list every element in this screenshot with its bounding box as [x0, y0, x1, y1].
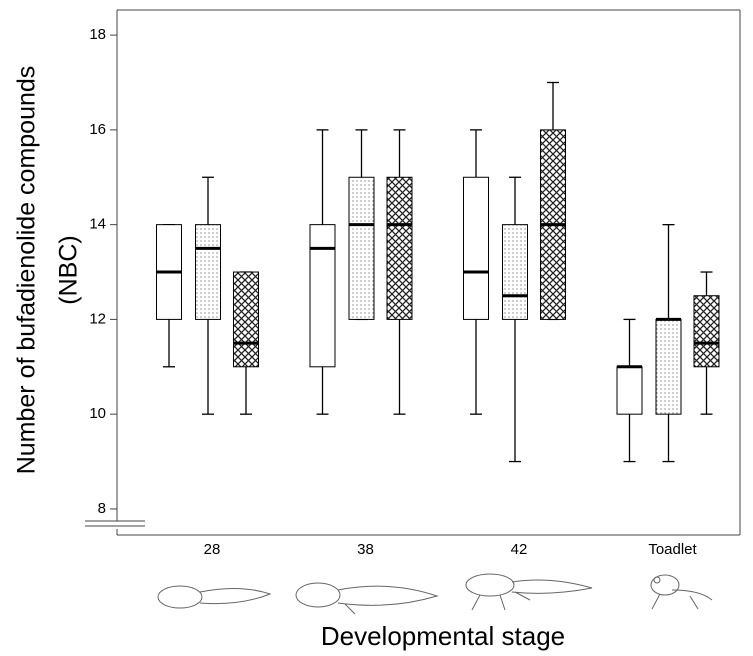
box — [463, 176, 489, 320]
box — [348, 176, 375, 320]
x-tick-label: 42 — [511, 541, 528, 558]
box — [693, 295, 720, 368]
toadlet — [650, 574, 713, 610]
y-tick-label: 8 — [98, 500, 106, 517]
x-tick-label: 38 — [357, 541, 374, 558]
y-tick-label: 12 — [89, 310, 106, 327]
y-tick-label: 16 — [89, 121, 106, 138]
box — [233, 271, 259, 368]
tadpole-38 — [295, 582, 439, 615]
tadpole-28 — [157, 585, 272, 609]
box — [616, 366, 643, 415]
x-tick-label: 28 — [204, 541, 221, 558]
y-tick-label: 14 — [89, 216, 106, 233]
y-tick-label: 10 — [89, 405, 106, 422]
frame — [85, 9, 741, 536]
box — [309, 224, 336, 368]
y-axis-title: (NBC) — [55, 235, 83, 304]
box — [386, 176, 413, 320]
x-axis-title: Developmental stage — [321, 621, 565, 651]
box — [502, 224, 528, 320]
y-axis-title: Number of bufadienolide compounds — [13, 66, 41, 475]
y-tick-label: 18 — [89, 26, 106, 43]
box — [655, 318, 682, 415]
x-tick-label: Toadlet — [648, 541, 697, 558]
box — [195, 224, 221, 320]
tadpole-42 — [465, 573, 593, 611]
stage-illustrations — [157, 573, 713, 615]
